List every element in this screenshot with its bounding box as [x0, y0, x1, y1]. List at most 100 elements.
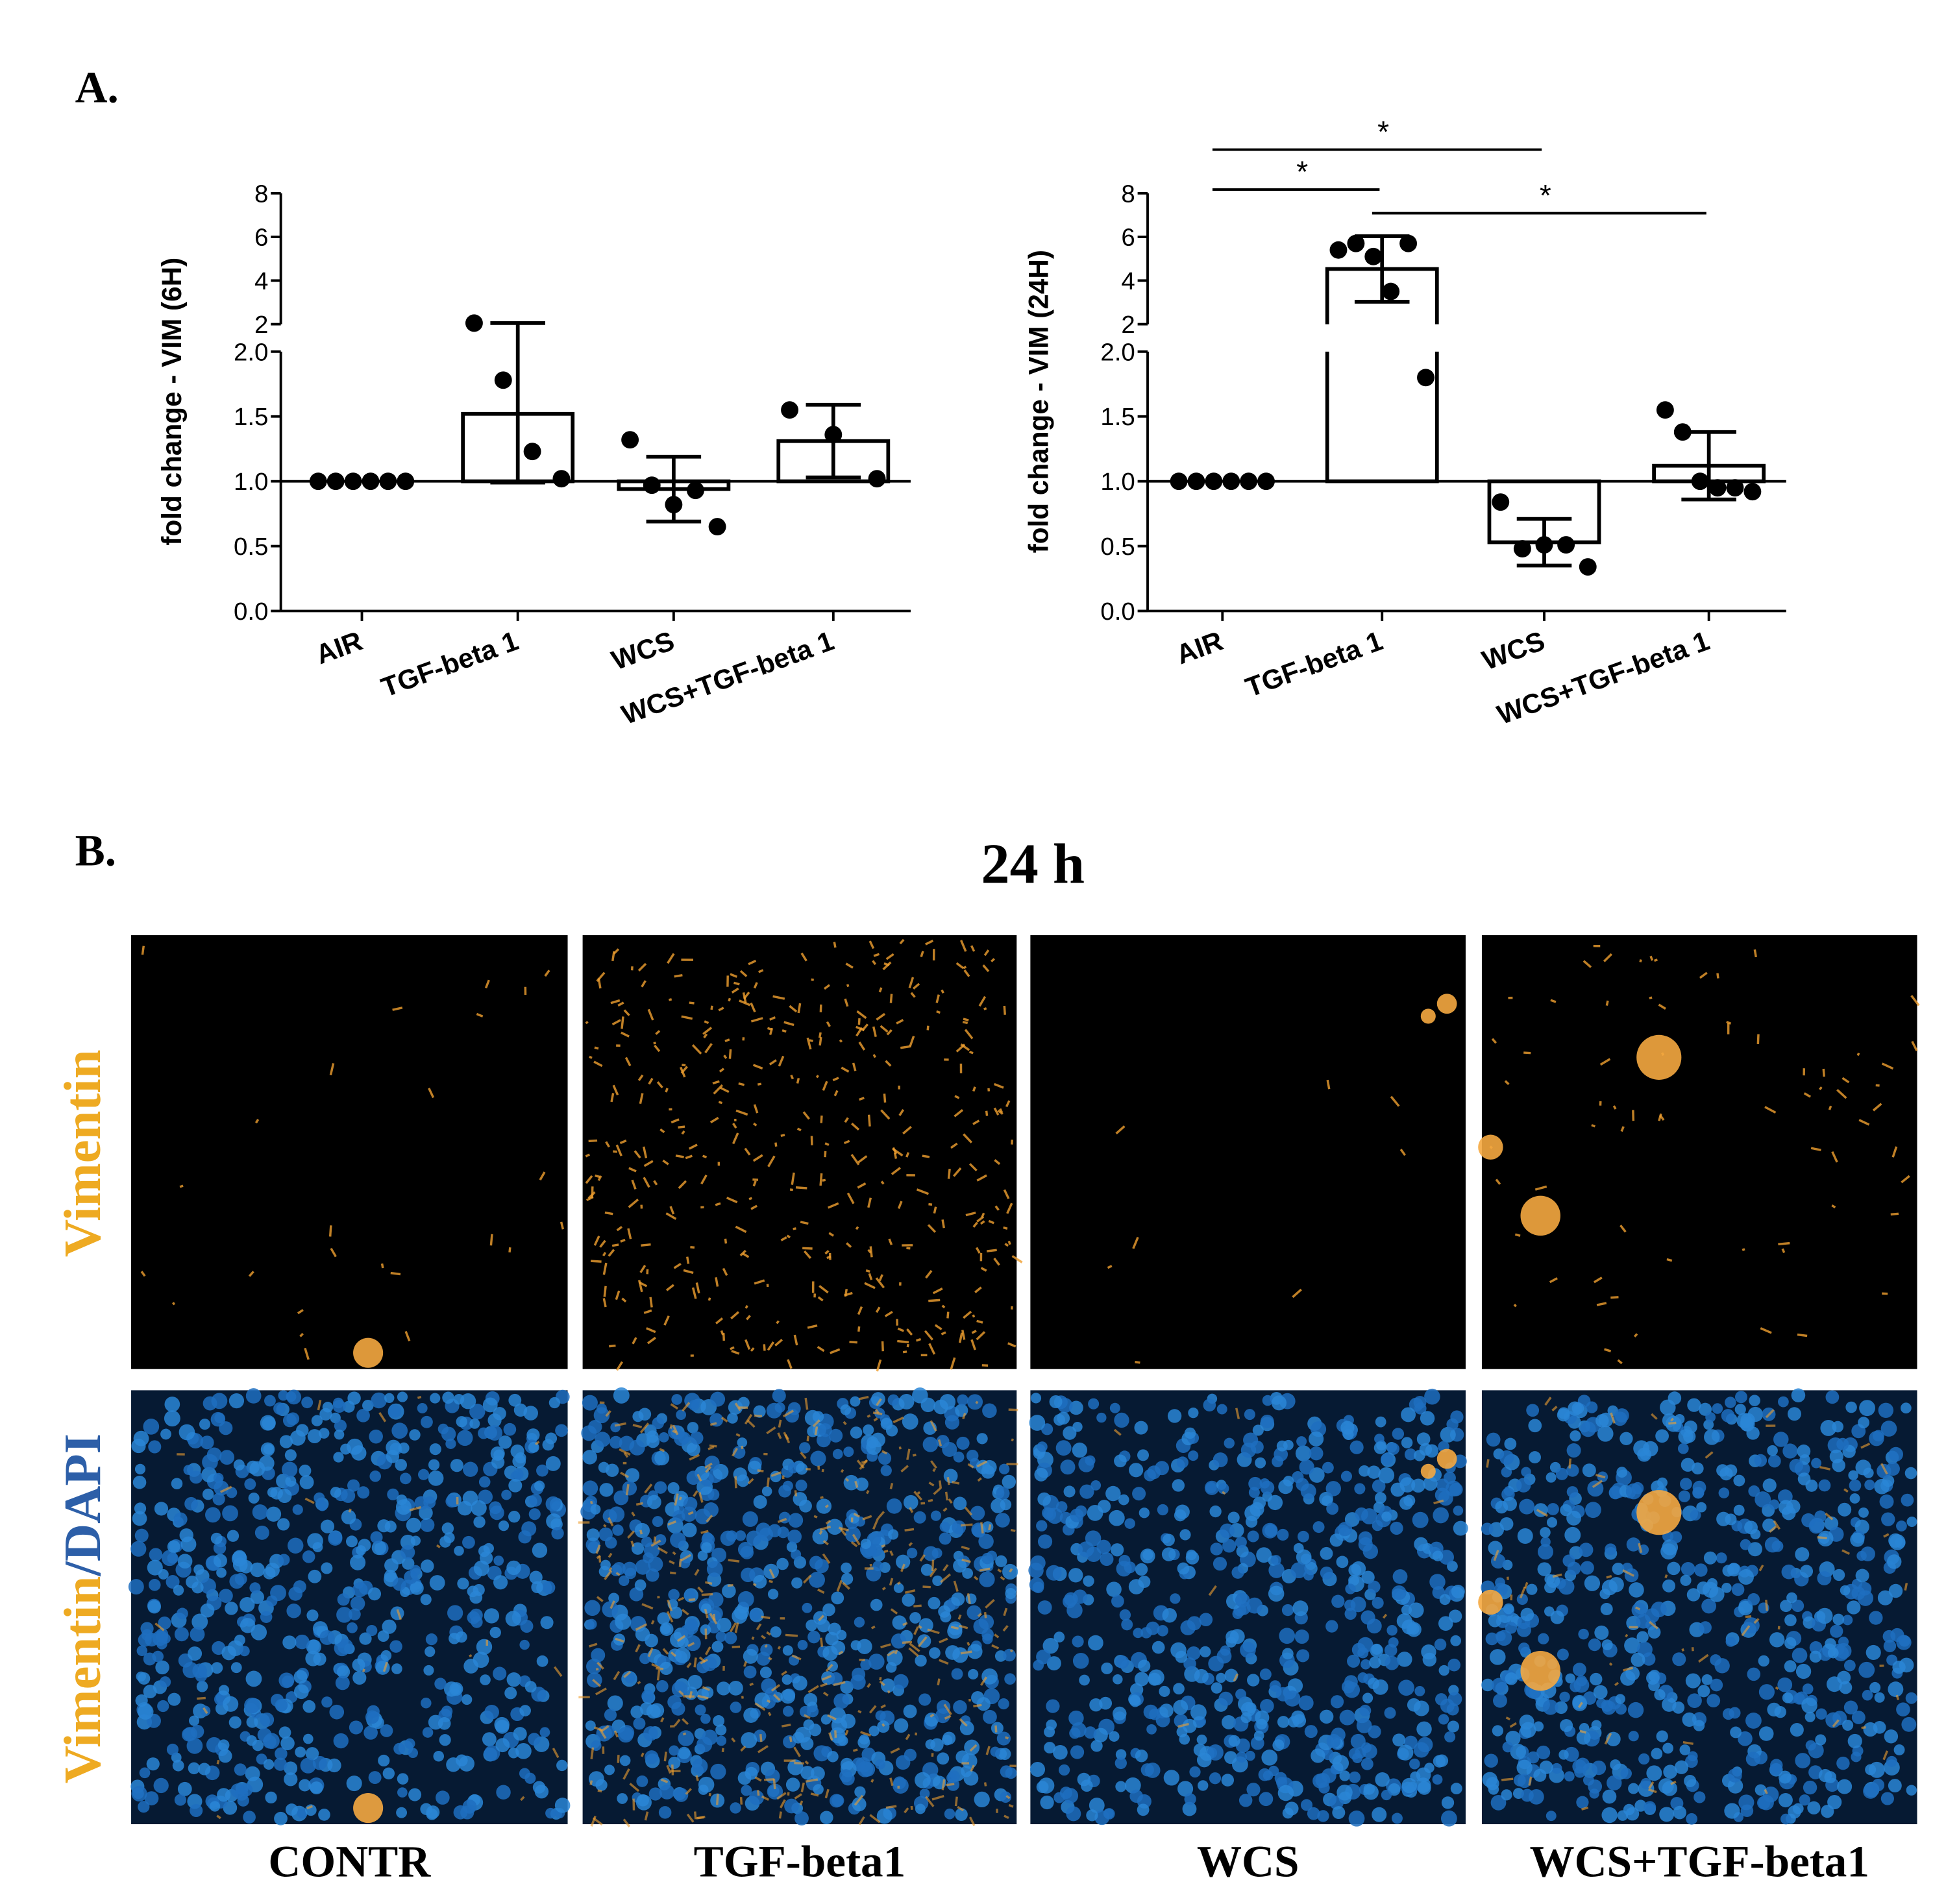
- vimentin-signal: [870, 1779, 874, 1783]
- vimentin-signal: [639, 1422, 650, 1434]
- nucleus: [1764, 1537, 1781, 1553]
- nucleus: [841, 1562, 852, 1574]
- vimentin-signal: [1881, 1062, 1894, 1070]
- vimentin-signal: [793, 1227, 796, 1230]
- nucleus: [602, 1509, 617, 1524]
- nucleus: [741, 1785, 752, 1796]
- nucleus: [1516, 1622, 1531, 1637]
- vimentin-signal: [697, 1586, 704, 1593]
- nucleus: [998, 1748, 1011, 1761]
- nucleus: [1046, 1656, 1061, 1671]
- vimentin-signal: [867, 1114, 871, 1127]
- nucleus: [456, 1416, 467, 1428]
- nucleus: [526, 1428, 540, 1442]
- vimentin-signal: [869, 1246, 873, 1258]
- vimentin-signal: [905, 1733, 911, 1740]
- nucleus: [817, 1433, 831, 1448]
- vimentin-signal: [629, 1783, 640, 1792]
- nucleus: [1793, 1692, 1805, 1705]
- vimentin-signal: [933, 1206, 937, 1214]
- nucleus: [1210, 1543, 1223, 1556]
- vimentin-signal: [520, 1796, 525, 1801]
- nucleus: [1769, 1499, 1780, 1510]
- nucleus: [422, 1727, 434, 1738]
- vimentin-signal: [635, 1644, 641, 1653]
- nucleus: [1322, 1461, 1334, 1474]
- nucleus: [1004, 1673, 1016, 1685]
- nucleus: [1361, 1659, 1371, 1670]
- nucleus: [1447, 1692, 1462, 1706]
- nucleus: [1374, 1492, 1386, 1504]
- nucleus: [631, 1542, 645, 1555]
- nucleus: [1311, 1748, 1325, 1763]
- data-point: [687, 482, 704, 500]
- vimentin-signal: [597, 978, 602, 989]
- vimentin-signal: [858, 1395, 869, 1400]
- vimentin-signal: [727, 1583, 733, 1587]
- nucleus: [1747, 1542, 1762, 1557]
- nucleus: [282, 1413, 297, 1428]
- nucleus: [918, 1618, 933, 1633]
- vimentin-signal: [890, 1747, 900, 1754]
- nucleus: [1209, 1772, 1222, 1785]
- vimentin-signal: [752, 1180, 757, 1187]
- vimentin-signal: [597, 1175, 602, 1181]
- nucleus: [471, 1616, 483, 1628]
- nucleus: [610, 1564, 622, 1576]
- nucleus: [1868, 1761, 1885, 1778]
- vimentin-signal: [631, 1179, 637, 1190]
- vimentin-signal: [929, 1567, 937, 1578]
- vimentin-signal: [641, 1752, 645, 1757]
- nucleus: [1533, 1721, 1544, 1732]
- nucleus: [1551, 1763, 1562, 1774]
- nucleus: [159, 1676, 171, 1688]
- vimentin-signal: [669, 1560, 675, 1565]
- vimentin-signal: [972, 1221, 978, 1228]
- nucleus: [196, 1681, 208, 1692]
- vimentin-signal: [897, 1327, 905, 1332]
- nucleus: [1272, 1739, 1285, 1751]
- nucleus: [1735, 1391, 1747, 1404]
- vimentin-signal: [1544, 1397, 1552, 1406]
- data-point: [665, 496, 683, 514]
- nucleus: [643, 1726, 658, 1741]
- vimentin-signal: [824, 1788, 830, 1799]
- vimentin-signal: [718, 1101, 722, 1105]
- nucleus: [1544, 1581, 1557, 1594]
- vimentin-signal: [1399, 1149, 1406, 1156]
- nucleus: [1610, 1759, 1621, 1770]
- nucleus: [1758, 1684, 1775, 1700]
- vimentin-signal: [922, 1154, 930, 1158]
- nucleus: [384, 1393, 395, 1403]
- vimentin-signal: [1433, 1499, 1444, 1505]
- nucleus: [330, 1487, 341, 1498]
- nucleus: [436, 1790, 450, 1805]
- nucleus: [297, 1808, 308, 1819]
- vimentin-signal: [985, 1599, 995, 1609]
- nucleus: [893, 1776, 906, 1790]
- nucleus: [930, 1510, 942, 1521]
- nucleus: [1434, 1639, 1447, 1651]
- y-tick-label: 0.0: [234, 598, 268, 626]
- vimentin-signal: [906, 1343, 909, 1348]
- nucleus: [473, 1583, 485, 1596]
- nucleus: [1444, 1731, 1456, 1743]
- vimentin-signal: [982, 964, 990, 973]
- column-label: TGF-beta1: [694, 1837, 906, 1886]
- nucleus: [860, 1761, 876, 1777]
- vimentin-signal: [861, 1023, 869, 1031]
- vimentin-signal: [639, 1530, 643, 1535]
- vimentin-signal: [724, 1038, 730, 1043]
- vimentin-signal: [686, 1662, 692, 1668]
- vimentin-signal: [680, 1554, 691, 1562]
- vimentin-signal: [1858, 1119, 1870, 1126]
- nucleus: [903, 1495, 918, 1510]
- vimentin-signal: [1633, 1333, 1638, 1337]
- vimentin-signal: [1775, 1686, 1779, 1690]
- nucleus: [606, 1463, 619, 1477]
- nucleus: [617, 1727, 634, 1743]
- vimentin-signal: [955, 962, 965, 970]
- vimentin-signal: [941, 1219, 945, 1228]
- nucleus: [1721, 1583, 1732, 1593]
- nucleus: [299, 1779, 311, 1792]
